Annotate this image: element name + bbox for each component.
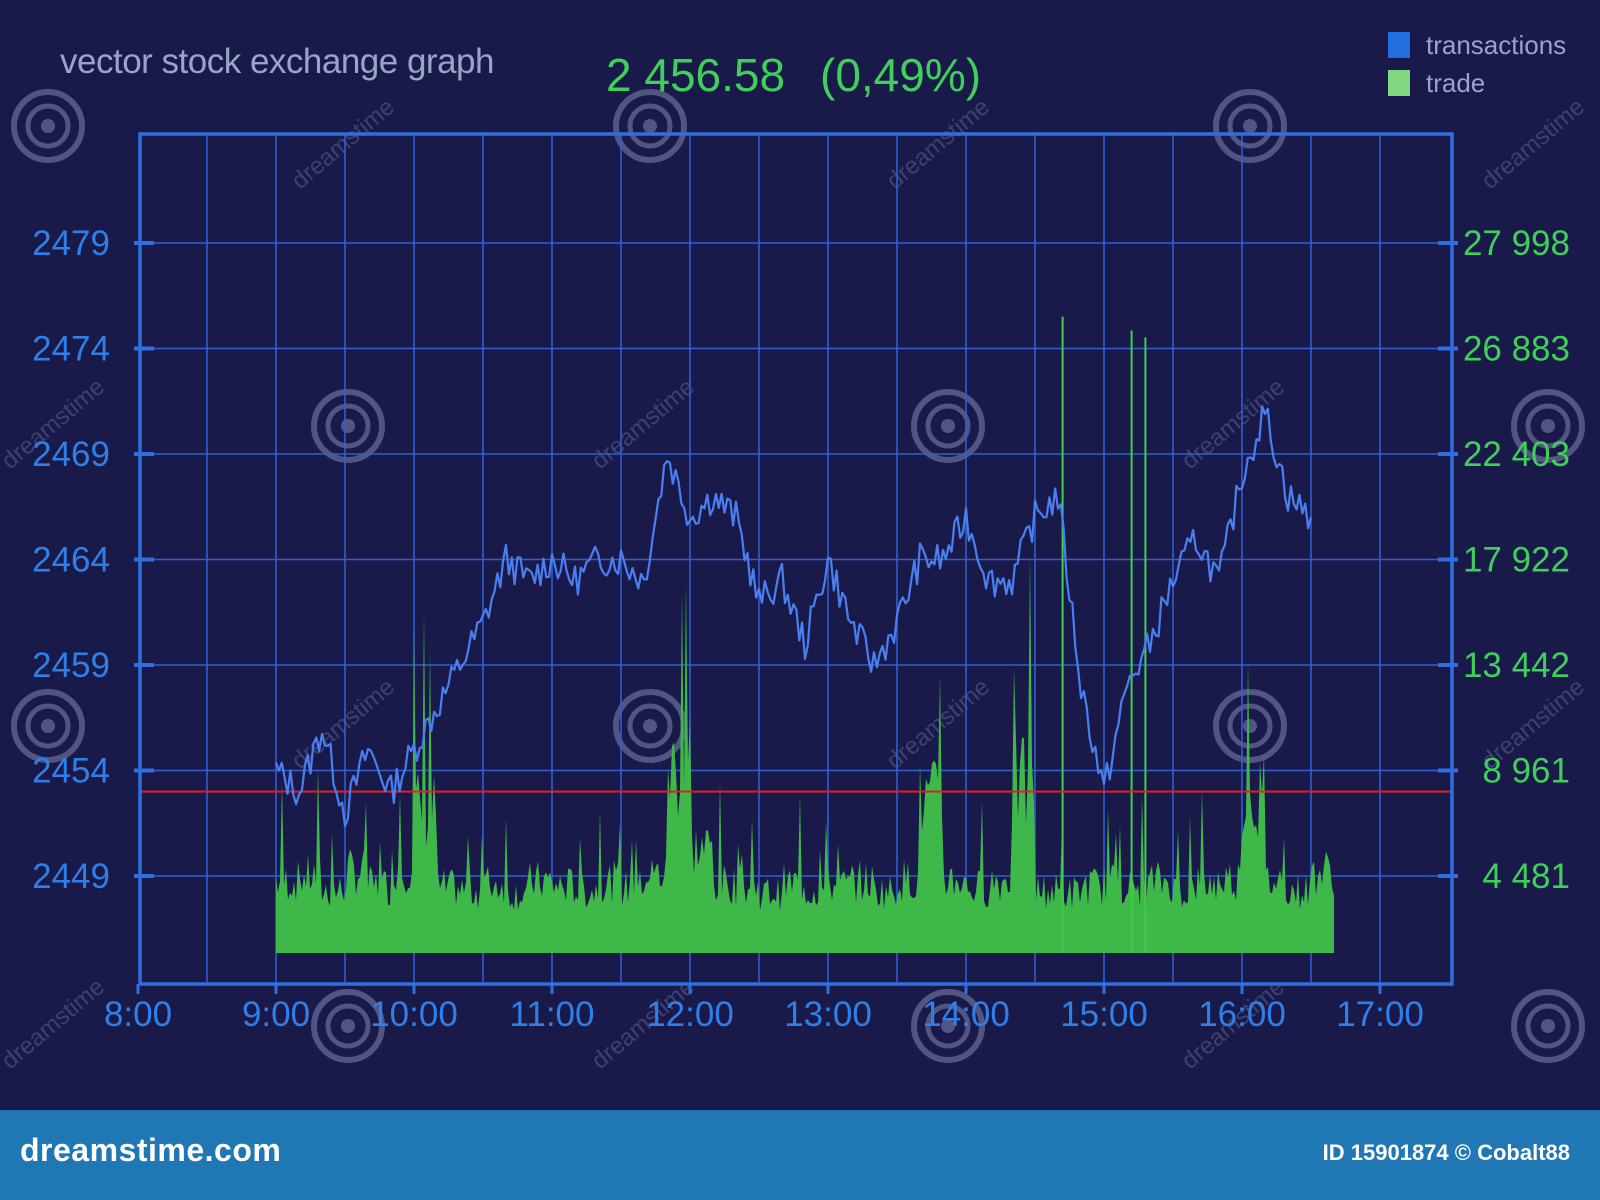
watermark-logo-icon — [613, 89, 687, 163]
y-right-tick-label: 4 481 — [1482, 857, 1570, 896]
watermark-logo-icon — [1213, 89, 1287, 163]
legend-label-trade: trade — [1426, 67, 1486, 98]
y-left-tick-label: 2469 — [32, 435, 110, 474]
watermark-logo-icon — [1511, 389, 1585, 463]
x-tick-label: 16:00 — [1198, 995, 1286, 1034]
index-change: (0,49%) — [820, 49, 982, 101]
watermark-text: dreamstime — [882, 93, 995, 194]
footer-bar: dreamstime.com ID 15901874 © Cobalt88 — [0, 1110, 1600, 1200]
trade-series — [276, 316, 1334, 953]
y-left-tick-label: 2449 — [32, 857, 110, 896]
legend: transactions trade — [1388, 26, 1566, 102]
trade-area — [276, 555, 1334, 953]
y-left-tick-label: 2474 — [32, 330, 110, 369]
footer-image-id: ID 15901874 © Cobalt88 — [1322, 1140, 1570, 1165]
watermark-logo-icon — [11, 89, 85, 163]
axis-ticks: 8:00 9:00 10:00 11:00 12:00 13:00 14:00 15:00 16… — [32, 224, 1570, 1034]
x-tick-label: 17:00 — [1336, 995, 1424, 1034]
watermark-logo-icon — [311, 989, 385, 1063]
y-left-tick-label: 2454 — [32, 752, 110, 791]
x-tick-label: 9:00 — [242, 995, 310, 1034]
x-tick-label: 13:00 — [784, 995, 872, 1034]
transactions-line — [274, 405, 1313, 828]
y-right-tick-label: 22 403 — [1463, 435, 1570, 474]
watermark-logo-icon — [1511, 989, 1585, 1063]
chart-title: vector stock exchange graph — [60, 42, 494, 81]
index-price: 2 456.58 — [606, 49, 786, 101]
watermark-text: dreamstime — [1477, 93, 1590, 194]
watermark-logo-icon — [1213, 689, 1287, 763]
y-right-tick-label: 8 961 — [1482, 752, 1570, 791]
watermark-text: dreamstime — [1177, 373, 1290, 474]
footer-brand: dreamstime.com — [20, 1132, 282, 1168]
x-tick-label: 8:00 — [104, 995, 172, 1034]
transactions-series — [274, 405, 1313, 828]
y-left-tick-label: 2459 — [32, 646, 110, 685]
chart-area: dreamstime dreamstime dreamstime dreamstime… — [0, 26, 1590, 1075]
legend-item-transactions: transactions — [1388, 26, 1566, 64]
watermark-text: dreamstime — [287, 673, 400, 774]
x-tick-label: 11:00 — [510, 995, 595, 1034]
y-left-tick-label: 2479 — [32, 224, 110, 263]
watermark-logo-icon — [613, 689, 687, 763]
legend-swatch-trade — [1388, 70, 1410, 96]
watermark-logo-icon — [11, 689, 85, 763]
y-right-tick-label: 27 998 — [1463, 224, 1570, 263]
x-tick-label: 12:00 — [646, 995, 734, 1034]
watermark-text: dreamstime — [882, 673, 995, 774]
watermark-text: dreamstime — [287, 93, 400, 194]
watermark-logo-icon — [911, 389, 985, 463]
watermark-logo-icon — [911, 989, 985, 1063]
watermark-logo-icon — [311, 389, 385, 463]
legend-item-trade: trade — [1388, 64, 1566, 102]
x-tick-label: 15:00 — [1060, 995, 1148, 1034]
y-right-tick-label: 26 883 — [1463, 330, 1570, 369]
y-left-tick-label: 2464 — [32, 541, 110, 580]
x-tick-label: 14:00 — [922, 995, 1010, 1034]
watermark-text: dreamstime — [0, 973, 110, 1074]
y-right-tick-label: 13 442 — [1463, 646, 1570, 685]
x-tick-label: 10:00 — [370, 995, 458, 1034]
legend-swatch-transactions — [1388, 32, 1410, 58]
y-right-tick-label: 17 922 — [1463, 541, 1570, 580]
watermark-text: dreamstime — [587, 373, 700, 474]
stock-chart: dreamstime dreamstime dreamstime dreamstime… — [0, 89, 1590, 1075]
legend-label-transactions: transactions — [1426, 29, 1567, 60]
